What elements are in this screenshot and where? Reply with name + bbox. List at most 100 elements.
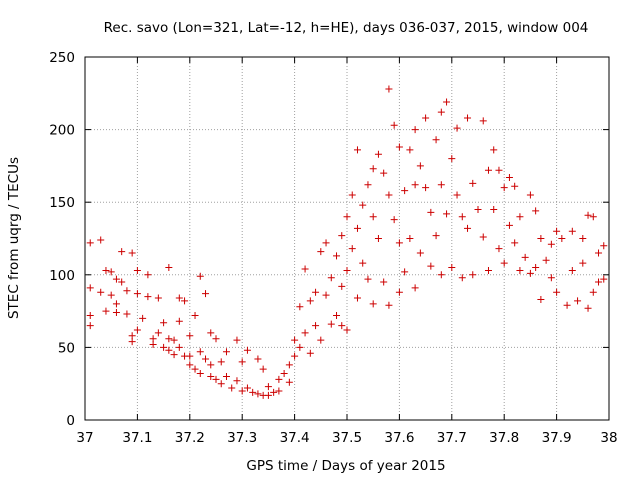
y-tick-label: 150 (49, 195, 75, 211)
data-point-marker (600, 275, 608, 283)
data-point-marker (532, 207, 540, 215)
data-point-marker (511, 239, 519, 247)
data-point-marker (568, 266, 576, 274)
data-point-marker (133, 290, 141, 298)
y-tick-label: 0 (66, 413, 75, 429)
data-point-marker (359, 201, 367, 209)
x-tick-label: 37.2 (175, 430, 205, 446)
data-point-marker (537, 235, 545, 242)
data-point-marker (128, 249, 136, 257)
data-point-marker (207, 372, 215, 380)
data-point-marker (563, 301, 571, 309)
data-point-marker (469, 271, 477, 279)
data-point-marker (296, 303, 304, 311)
data-point-marker (118, 248, 126, 256)
data-point-marker (484, 166, 492, 174)
data-point-marker (301, 265, 309, 273)
data-point-marker (170, 336, 178, 344)
data-point-marker (432, 232, 440, 240)
data-point-marker (217, 380, 225, 388)
data-point-marker (505, 174, 513, 182)
data-point-marker (139, 314, 147, 322)
y-axis-ticks: 0 50 100 150 200 250 (49, 50, 609, 429)
data-point-marker (422, 184, 430, 192)
data-point-marker (416, 162, 424, 170)
data-point-marker (327, 320, 335, 328)
data-point-marker (390, 216, 398, 224)
x-axis-label: GPS time / Days of year 2015 (246, 458, 445, 474)
data-point-marker (97, 236, 105, 244)
data-point-marker (364, 275, 372, 283)
data-point-marker (359, 259, 367, 267)
data-point-marker (584, 304, 592, 312)
data-point-marker (327, 274, 335, 282)
data-point-marker (165, 264, 173, 272)
data-point-marker (165, 335, 173, 343)
data-point-marker (128, 338, 136, 346)
data-point-marker (411, 181, 419, 189)
data-point-marker (553, 227, 561, 235)
data-point-marker (254, 390, 262, 398)
data-point-marker (343, 266, 351, 274)
data-point-marker (312, 288, 320, 296)
data-point-marker (432, 136, 440, 144)
data-point-marker (175, 317, 183, 325)
x-tick-label: 37.4 (280, 430, 310, 446)
data-point-marker (348, 191, 356, 199)
data-point-marker (505, 221, 513, 229)
data-point-marker (280, 370, 288, 378)
data-point-marker (154, 294, 162, 302)
data-point-marker (322, 291, 330, 299)
data-point-marker (411, 126, 419, 134)
data-point-marker (348, 245, 356, 253)
data-point-marker (233, 336, 241, 344)
x-tick-label: 37.1 (122, 430, 152, 446)
data-point-marker (537, 295, 545, 303)
data-point-marker (584, 211, 592, 219)
data-point-marker (133, 266, 141, 274)
data-point-marker (186, 352, 194, 360)
data-point-marker (437, 271, 445, 279)
data-point-marker (333, 311, 341, 319)
data-point-marker (500, 184, 508, 192)
data-point-marker (369, 300, 377, 308)
data-point-marker (133, 326, 141, 334)
data-point-marker (191, 365, 199, 373)
data-point-marker (238, 387, 246, 395)
grid (85, 57, 609, 420)
data-point-marker (547, 274, 555, 282)
data-point-marker (401, 268, 409, 276)
data-point-marker (306, 349, 314, 357)
data-point-marker (165, 346, 173, 354)
data-point-marker (285, 378, 293, 386)
data-point-marker (511, 182, 519, 190)
data-point-marker (558, 235, 566, 242)
data-points (86, 85, 608, 399)
data-point-marker (579, 235, 587, 242)
data-point-marker (595, 278, 603, 286)
data-point-marker (484, 266, 492, 274)
data-point-marker (516, 266, 524, 274)
data-point-marker (600, 242, 608, 250)
data-point-marker (202, 355, 210, 363)
data-point-marker (521, 253, 529, 261)
data-point-marker (222, 372, 230, 380)
y-axis-label: STEC from uqrg / TECUs (6, 157, 22, 319)
data-point-marker (144, 271, 152, 279)
data-point-marker (249, 388, 257, 396)
data-point-marker (495, 245, 503, 253)
data-point-marker (259, 365, 267, 373)
data-point-marker (532, 264, 540, 272)
data-point-marker (217, 358, 225, 366)
y-tick-label: 250 (49, 50, 75, 66)
data-point-marker (448, 264, 456, 272)
data-point-marker (312, 322, 320, 330)
data-point-marker (353, 146, 361, 154)
chart-title: Rec. savo (Lon=321, Lat=-12, h=HE), days… (104, 20, 589, 36)
data-point-marker (296, 343, 304, 351)
data-point-marker (595, 249, 603, 257)
data-point-marker (458, 274, 466, 282)
data-point-marker (568, 227, 576, 235)
data-point-marker (238, 358, 246, 366)
data-point-marker (427, 208, 435, 216)
